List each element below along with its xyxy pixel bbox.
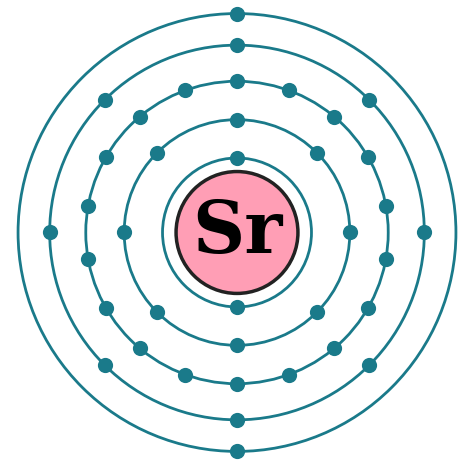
Point <box>346 228 354 236</box>
Point <box>382 202 390 210</box>
Point <box>233 380 241 388</box>
Point <box>364 153 372 161</box>
Point <box>101 96 109 104</box>
Point <box>101 361 109 369</box>
Point <box>330 113 338 120</box>
Point <box>46 228 54 236</box>
Point <box>136 113 144 120</box>
Point <box>233 10 241 18</box>
Point <box>102 153 110 161</box>
Point <box>233 447 241 455</box>
Point <box>313 309 320 316</box>
Point <box>364 304 372 312</box>
Point <box>154 149 161 156</box>
Point <box>330 345 338 352</box>
Point <box>313 149 320 156</box>
Point <box>382 255 390 263</box>
Point <box>233 41 241 49</box>
Point <box>84 202 92 210</box>
Point <box>84 255 92 263</box>
Point <box>182 87 189 94</box>
Point <box>285 371 292 378</box>
Point <box>233 342 241 349</box>
Point <box>365 361 373 369</box>
Point <box>233 77 241 85</box>
Point <box>233 116 241 123</box>
Point <box>120 228 128 236</box>
Point <box>233 303 241 311</box>
Point <box>233 416 241 424</box>
Circle shape <box>176 172 298 293</box>
Point <box>136 345 144 352</box>
Point <box>285 87 292 94</box>
Point <box>233 154 241 162</box>
Text: Sr: Sr <box>192 197 282 268</box>
Point <box>182 371 189 378</box>
Point <box>420 228 428 236</box>
Point <box>102 304 110 312</box>
Point <box>154 309 161 316</box>
Point <box>365 96 373 104</box>
